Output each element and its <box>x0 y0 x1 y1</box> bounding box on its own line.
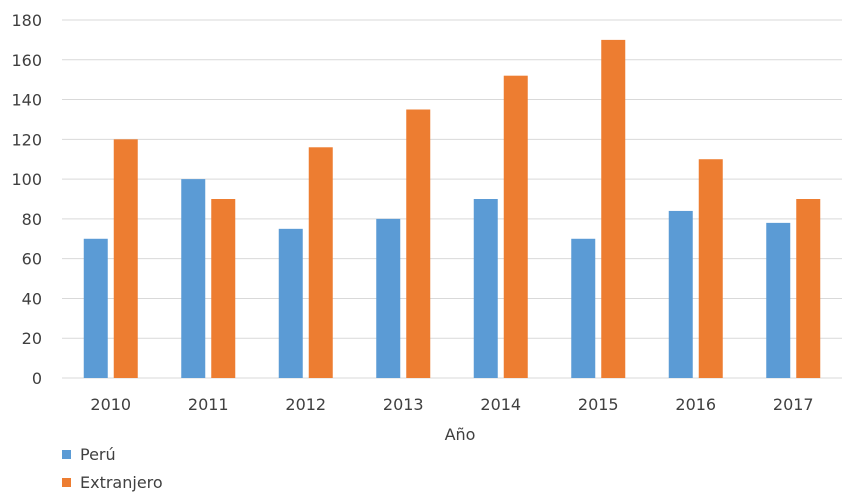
y-tick-label: 60 <box>22 250 42 269</box>
bar-extranjero-2011 <box>211 199 236 378</box>
y-tick-label: 160 <box>11 51 42 70</box>
bar-perú-2010 <box>83 238 108 378</box>
y-tick-label: 0 <box>32 369 42 388</box>
gridlines <box>62 19 842 379</box>
x-tick-label: 2013 <box>383 395 424 414</box>
bar-extranjero-2010 <box>113 139 138 378</box>
x-axis-title: Año <box>445 425 476 444</box>
x-tick-label: 2011 <box>188 395 229 414</box>
bar-perú-2017 <box>766 222 791 378</box>
bar-extranjero-2013 <box>406 109 431 378</box>
x-tick-label: 2015 <box>578 395 619 414</box>
y-tick-label: 80 <box>22 210 42 229</box>
y-tick-label: 20 <box>22 329 42 348</box>
bar-extranjero-2015 <box>601 39 626 379</box>
bar-extranjero-2012 <box>308 147 333 378</box>
y-tick-label: 100 <box>11 170 42 189</box>
bar-perú-2014 <box>473 199 498 378</box>
y-tick-label: 40 <box>22 289 42 308</box>
x-tick-label: 2010 <box>90 395 131 414</box>
y-axis-ticks: 0 20 40 60 80 100 120 140 160 180 <box>11 11 42 388</box>
bar-perú-2012 <box>278 228 303 378</box>
legend-label: Extranjero <box>80 473 163 492</box>
legend: Perú Extranjero <box>62 445 163 492</box>
legend-label: Perú <box>80 445 116 464</box>
bar-perú-2013 <box>376 218 401 378</box>
bar-extranjero-2016 <box>698 159 723 378</box>
y-tick-label: 180 <box>11 11 42 30</box>
bar-perú-2011 <box>181 179 206 378</box>
y-tick-label: 140 <box>11 91 42 110</box>
x-tick-label: 2016 <box>675 395 716 414</box>
bar-perú-2015 <box>571 238 596 378</box>
x-tick-label: 2017 <box>773 395 814 414</box>
bar-extranjero-2014 <box>503 75 528 378</box>
x-axis-ticks: 2010 2011 2012 2013 2014 2015 2016 2017 <box>90 395 813 414</box>
y-tick-label: 120 <box>11 130 42 149</box>
x-tick-label: 2014 <box>480 395 521 414</box>
bars <box>83 39 821 379</box>
legend-swatch <box>62 450 71 459</box>
bar-perú-2016 <box>668 210 693 378</box>
legend-swatch <box>62 478 71 487</box>
bar-extranjero-2017 <box>796 199 821 378</box>
x-tick-label: 2012 <box>285 395 326 414</box>
